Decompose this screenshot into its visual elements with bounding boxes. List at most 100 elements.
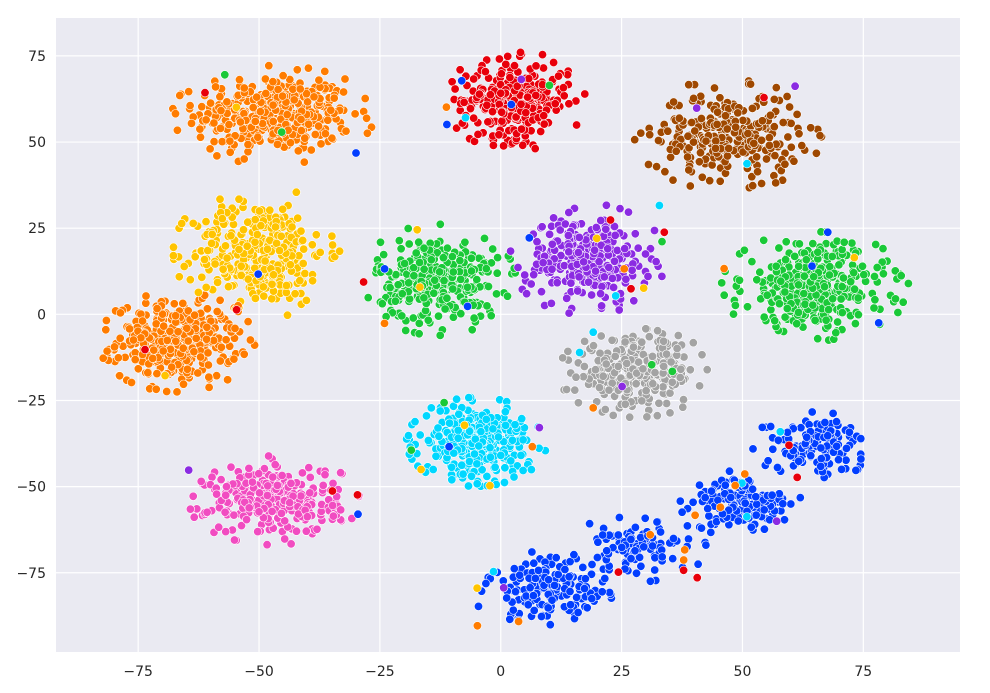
scatter-point xyxy=(768,444,778,454)
scatter-point xyxy=(856,434,866,444)
scatter-point xyxy=(781,237,791,247)
scatter-point xyxy=(630,135,640,145)
scatter-point xyxy=(513,262,523,272)
scatter-point xyxy=(172,125,182,135)
scatter-point xyxy=(394,236,404,246)
scatter-point xyxy=(500,407,510,417)
scatter-point xyxy=(252,92,262,102)
scatter-point xyxy=(763,456,773,466)
scatter-point xyxy=(549,57,559,67)
scatter-point xyxy=(459,420,469,430)
scatter-point xyxy=(526,465,536,475)
scatter-point xyxy=(619,264,629,274)
scatter-point xyxy=(140,345,150,355)
scatter-point xyxy=(849,268,859,278)
scatter-point xyxy=(268,100,278,110)
scatter-point xyxy=(778,118,788,128)
scatter-point xyxy=(742,159,752,169)
scatter-point xyxy=(562,384,572,394)
scatter-point xyxy=(171,336,181,346)
scatter-point xyxy=(320,129,330,139)
scatter-point xyxy=(400,258,410,268)
scatter-point xyxy=(671,146,681,156)
scatter-point xyxy=(291,526,301,536)
scatter-point xyxy=(527,442,537,452)
scatter-point xyxy=(474,89,484,99)
scatter-point xyxy=(898,297,908,307)
scatter-point xyxy=(113,353,123,363)
scatter-point xyxy=(690,510,700,520)
scatter-point xyxy=(509,472,519,482)
scatter-point xyxy=(706,527,716,537)
scatter-point xyxy=(807,261,817,271)
y-tick-label: −50 xyxy=(16,480,46,496)
scatter-point xyxy=(601,359,611,369)
scatter-point xyxy=(836,294,846,304)
scatter-point xyxy=(243,140,253,150)
scatter-point xyxy=(564,572,574,582)
scatter-point xyxy=(685,365,695,375)
scatter-point xyxy=(747,257,757,267)
scatter-point xyxy=(447,462,457,472)
x-tick-label: 50 xyxy=(734,664,752,680)
scatter-point xyxy=(188,491,198,501)
scatter-point xyxy=(268,472,278,482)
scatter-point xyxy=(640,513,650,523)
scatter-point xyxy=(239,225,249,235)
scatter-point xyxy=(874,318,884,328)
scatter-point xyxy=(614,305,624,315)
scatter-point xyxy=(352,490,362,500)
scatter-point xyxy=(806,123,816,133)
scatter-point xyxy=(300,133,310,143)
scatter-point xyxy=(456,274,466,284)
scatter-point xyxy=(201,282,211,292)
scatter-point xyxy=(298,258,308,268)
scatter-point xyxy=(127,377,137,387)
scatter-point xyxy=(832,441,842,451)
scatter-point xyxy=(769,122,779,132)
scatter-point xyxy=(762,290,772,300)
scatter-point xyxy=(253,527,263,537)
scatter-point xyxy=(499,583,509,593)
scatter-point xyxy=(415,430,425,440)
scatter-point xyxy=(514,616,524,626)
scatter-point xyxy=(196,352,206,362)
scatter-point xyxy=(620,337,630,347)
scatter-point xyxy=(485,90,495,100)
scatter-point xyxy=(458,469,468,479)
scatter-point xyxy=(536,287,546,297)
scatter-point xyxy=(523,92,533,102)
scatter-point xyxy=(148,353,158,363)
scatter-point xyxy=(591,266,601,276)
scatter-point xyxy=(445,418,455,428)
scatter-point xyxy=(769,94,779,104)
scatter-point xyxy=(636,128,646,138)
scatter-point xyxy=(362,113,372,123)
scatter-point xyxy=(786,142,796,152)
scatter-point xyxy=(159,321,169,331)
scatter-point xyxy=(615,204,625,214)
scatter-point xyxy=(613,361,623,371)
scatter-point xyxy=(545,620,555,630)
scatter-point xyxy=(202,322,212,332)
scatter-point xyxy=(808,239,818,249)
scatter-point xyxy=(196,476,206,486)
scatter-point xyxy=(596,331,606,341)
scatter-point xyxy=(506,456,516,466)
scatter-point xyxy=(730,480,740,490)
scatter-point xyxy=(202,507,212,517)
scatter-point xyxy=(620,244,630,254)
scatter-point xyxy=(232,305,242,315)
scatter-point xyxy=(639,283,649,293)
scatter-point xyxy=(473,129,483,139)
scatter-point xyxy=(306,145,316,155)
scatter-point xyxy=(833,455,843,465)
scatter-point xyxy=(590,365,600,375)
scatter-point xyxy=(222,482,232,492)
scatter-point xyxy=(209,118,219,128)
scatter-point xyxy=(339,87,349,97)
scatter-point xyxy=(202,304,212,314)
scatter-point xyxy=(839,237,849,247)
scatter-point xyxy=(202,334,212,344)
scatter-point xyxy=(293,146,303,156)
